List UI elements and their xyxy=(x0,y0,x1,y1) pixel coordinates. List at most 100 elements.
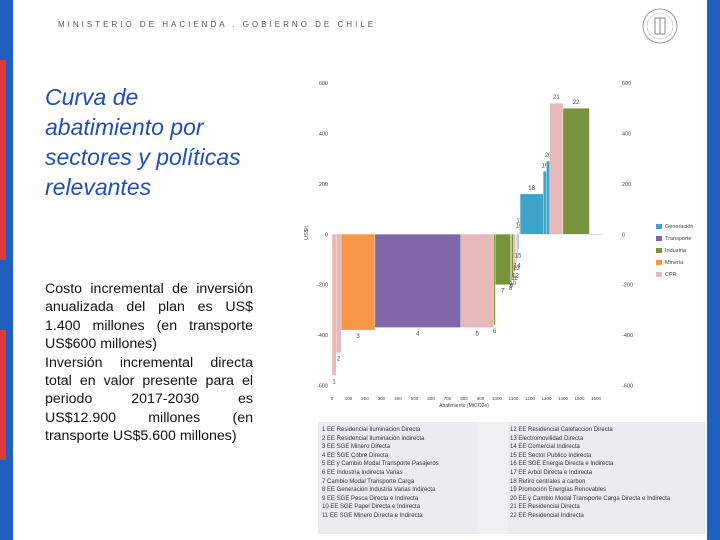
x-tick: 600 xyxy=(427,396,435,401)
bar-measure-7 xyxy=(495,234,511,285)
legend-left-block xyxy=(318,422,478,534)
bar-label-13: 13 xyxy=(513,266,520,272)
bar-label-1: 1 xyxy=(332,379,336,385)
legend-table-row: 10 EE SGE Papel Directa e Indirecta xyxy=(322,504,421,511)
right-blue-border xyxy=(707,0,720,540)
legend-table-row: 17 EE Arbol Directa e Indirecta xyxy=(510,469,593,476)
bar-label-2: 2 xyxy=(337,357,341,363)
legend-table-row: 1 EE Residencial Iluminacion Directa xyxy=(322,427,421,433)
y-tick-right: -600 xyxy=(622,383,633,389)
legend-swatch xyxy=(656,248,662,253)
bar-label-14: 14 xyxy=(514,263,521,269)
legend-table-row: 21 EE Residencial Directa xyxy=(510,504,580,511)
paragraph-annual-cost: Costo incremental de inversión anualizad… xyxy=(45,281,253,353)
legend-label: Generación xyxy=(665,224,693,230)
abatement-curve-chart: 123 4 5 67 891011121314151617181920212260040… xyxy=(304,81,693,408)
bar-label-12: 12 xyxy=(512,274,519,280)
left-red-accent-top xyxy=(0,60,6,260)
bar-measure-5 xyxy=(460,234,494,328)
y-tick-right: -400 xyxy=(622,333,633,339)
legend-table-row: 18 Retiro centrales a carbon xyxy=(510,478,586,485)
bar-label-15: 15 xyxy=(515,253,522,259)
x-tick: 800 xyxy=(460,396,468,401)
bar-measure-2 xyxy=(335,234,342,353)
legend-table-row: 16 EE SGE Energia Directa e Indirecta xyxy=(510,461,614,468)
legend-table-row: 20 EE y Cambio Modal Transporte Carga Di… xyxy=(510,495,671,502)
bar-label-21: 21 xyxy=(553,95,560,101)
y-tick-left: -600 xyxy=(317,383,328,389)
slide-title: Curva de abatimiento por sectores y polí… xyxy=(45,84,241,200)
x-tick: 1500 xyxy=(574,396,585,401)
legend-table-row: 8 EE Generación Industria Varias Indirec… xyxy=(322,487,436,494)
y-tick-right: 200 xyxy=(622,182,631,188)
legend-label: CPR xyxy=(665,272,677,278)
bar-label-5: 5 xyxy=(476,332,480,338)
legend-table-row: 2 EE Residencial Iluminacion Indirecta xyxy=(322,435,425,442)
x-tick: 400 xyxy=(394,396,402,401)
bar-label-4: 4 xyxy=(416,332,420,338)
y-tick-right: 600 xyxy=(622,81,631,87)
legend-swatch xyxy=(656,260,662,265)
bar-label-7: 7 xyxy=(501,289,505,295)
bar-label-8: 8 xyxy=(509,286,513,292)
bar-label-18: 18 xyxy=(528,186,535,192)
legend-table-row: 12 EE Residencial Calefaccion Directa xyxy=(510,427,613,433)
government-seal-icon xyxy=(642,8,678,44)
legend-right-block xyxy=(508,422,706,534)
legend-table-row: 15 EE Sector Publico Indirecta xyxy=(510,452,592,459)
y-tick-left: -200 xyxy=(317,283,328,289)
measure-legend-table: 1 EE Residencial Iluminacion Directa 2 EE… xyxy=(318,422,706,534)
y-tick-right: 400 xyxy=(622,131,631,137)
legend-swatch xyxy=(656,224,662,229)
legend-table-row: 4 EE SGE Cobre Directa xyxy=(322,452,389,459)
legend-table-row: 11 EE SGE Minero Directa e Indirecta xyxy=(322,512,423,519)
x-tick: 0 xyxy=(331,396,334,401)
y-tick-left: -400 xyxy=(317,333,328,339)
legend-label: Transporte xyxy=(665,236,691,242)
bar-label-6: 6 xyxy=(493,329,497,335)
legend-table-row: 13 Electromovilidad Directa xyxy=(510,435,584,442)
legend-table-row: 19 Promoción Energías Renovables xyxy=(510,487,607,494)
bar-measure-4 xyxy=(374,234,461,328)
bar-label-19: 19 xyxy=(542,163,549,169)
y-axis-label: US$/t xyxy=(304,226,310,240)
legend-table-row: 22 EE Residencial Indirecta xyxy=(510,512,584,519)
bar-measure-1 xyxy=(331,234,337,376)
x-axis-label: Abatimiento (MtCO2e) xyxy=(439,403,489,408)
legend-table-row: 14 EE Comercial Indirecta xyxy=(510,444,580,451)
left-red-accent-bottom xyxy=(0,330,6,460)
x-tick: 1400 xyxy=(558,396,569,401)
x-tick: 1300 xyxy=(541,396,552,401)
x-tick: 1100 xyxy=(509,396,519,401)
bar-measure-21 xyxy=(549,103,564,235)
legend-label: Minería xyxy=(665,260,684,266)
x-tick: 200 xyxy=(361,396,369,401)
bar-label-22: 22 xyxy=(573,100,580,106)
legend-table-row: 6 EE Industria Indirecta Varias xyxy=(322,469,403,476)
slide-body: Costo incremental de inversión anualizad… xyxy=(45,280,253,446)
bar-measure-3 xyxy=(340,234,376,331)
bar-measure-18 xyxy=(519,193,544,235)
x-tick: 1600 xyxy=(591,396,602,401)
paragraph-total-investment: Inversión incremental directa total en v… xyxy=(45,354,253,445)
bar-label-11: 11 xyxy=(511,276,518,282)
bar-label-3: 3 xyxy=(356,334,360,340)
legend-column-right: 12 EE Residencial Calefaccion Directa 13 … xyxy=(510,426,670,521)
y-tick-left: 0 xyxy=(325,232,328,238)
y-tick-right: -200 xyxy=(622,283,633,289)
x-tick: 500 xyxy=(411,396,419,401)
legend-table-row: 5 EE y Cambio Modal Transporte Pasajeros xyxy=(322,461,439,468)
y-tick-left: 400 xyxy=(319,131,328,137)
legend-swatch xyxy=(656,236,662,241)
bar-measure-20 xyxy=(546,161,550,235)
legend-label: Industria xyxy=(665,248,687,254)
bar-label-20: 20 xyxy=(545,153,552,159)
bar-measure-19 xyxy=(543,171,547,235)
x-tick: 1000 xyxy=(492,396,503,401)
x-tick: 100 xyxy=(345,396,353,401)
bar-label-9: 9 xyxy=(510,284,514,290)
bar-measure-6 xyxy=(493,234,496,326)
legend-table-row: 9 EE SGE Pesca Directa e Indirecta xyxy=(322,495,419,502)
x-tick: 700 xyxy=(444,396,452,401)
legend-swatch xyxy=(656,272,662,277)
